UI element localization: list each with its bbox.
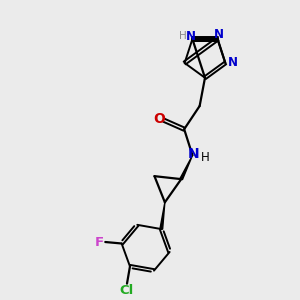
Polygon shape (160, 202, 165, 229)
Text: O: O (153, 112, 165, 126)
Text: F: F (95, 236, 104, 248)
Text: N: N (186, 30, 196, 43)
Text: N: N (188, 147, 199, 161)
Text: H: H (201, 151, 209, 164)
Text: Cl: Cl (120, 284, 134, 297)
Text: H: H (179, 31, 187, 41)
Text: N: N (228, 56, 238, 70)
Polygon shape (180, 155, 193, 180)
Text: N: N (214, 28, 224, 41)
